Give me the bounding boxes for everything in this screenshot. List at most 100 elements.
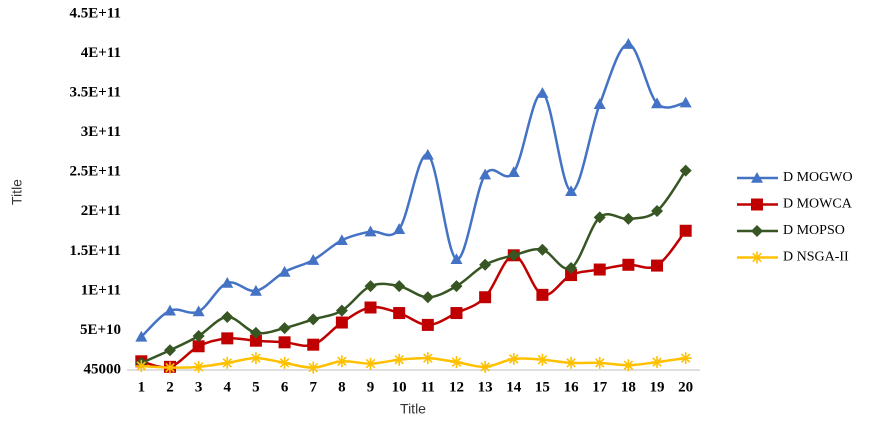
marker-stroke xyxy=(365,358,376,369)
y-tick-label: 5E+10 xyxy=(80,322,121,338)
marker xyxy=(751,225,763,237)
marker xyxy=(565,261,578,274)
y-tick-label: 1.5E+11 xyxy=(70,243,121,259)
marker xyxy=(450,280,463,293)
marker xyxy=(651,356,664,369)
marker xyxy=(507,166,520,178)
marker xyxy=(192,329,205,342)
y-tick-label: 3E+11 xyxy=(81,124,121,140)
y-tick-label: 2.5E+11 xyxy=(70,164,121,180)
x-axis-title: Title xyxy=(400,401,426,417)
marker xyxy=(479,360,492,373)
x-tick-label: 2 xyxy=(166,379,174,395)
marker-stroke xyxy=(752,252,762,263)
marker xyxy=(421,352,434,365)
marker xyxy=(593,98,606,109)
marker xyxy=(278,336,291,349)
marker-stroke xyxy=(279,358,290,368)
legend-label: D MOWCA xyxy=(783,197,853,212)
marker xyxy=(221,356,234,369)
marker xyxy=(135,330,148,342)
x-tick-label: 1 xyxy=(138,379,146,395)
y-tick-label: 1E+11 xyxy=(81,282,121,298)
marker xyxy=(278,356,291,369)
marker-stroke xyxy=(680,353,691,363)
marker xyxy=(479,168,492,180)
marker-stroke xyxy=(594,358,605,368)
legend-item: D MOGWO xyxy=(737,170,853,185)
marker xyxy=(536,87,549,98)
marker xyxy=(393,353,406,366)
marker xyxy=(565,356,578,369)
marker xyxy=(593,263,606,276)
marker xyxy=(192,340,205,353)
x-tick-label: 8 xyxy=(338,379,346,395)
marker xyxy=(622,212,635,225)
x-tick-label: 3 xyxy=(195,379,203,395)
marker xyxy=(364,280,377,293)
marker xyxy=(421,148,434,160)
marker xyxy=(393,307,406,320)
marker xyxy=(421,318,434,331)
marker xyxy=(679,96,692,108)
marker xyxy=(593,356,606,369)
marker xyxy=(278,265,291,277)
marker xyxy=(393,223,406,234)
marker-stroke xyxy=(451,357,462,367)
marker xyxy=(651,259,664,272)
marker xyxy=(335,316,348,329)
marker-stroke xyxy=(537,354,548,365)
marker xyxy=(335,355,348,368)
marker xyxy=(307,338,320,351)
x-tick-label: 15 xyxy=(535,379,550,395)
marker-stroke xyxy=(165,362,175,373)
marker xyxy=(335,234,348,246)
marker xyxy=(221,276,234,288)
marker-stroke xyxy=(222,358,233,368)
marker xyxy=(163,344,176,357)
y-tick-label: 45000 xyxy=(84,361,122,377)
marker xyxy=(221,310,234,323)
marker-stroke xyxy=(251,353,261,363)
marker xyxy=(249,334,262,347)
x-tick-label: 10 xyxy=(392,379,407,395)
x-tick-label: 11 xyxy=(421,379,435,395)
marker xyxy=(249,284,262,296)
marker xyxy=(249,352,262,365)
marker-stroke xyxy=(480,362,490,372)
marker-stroke xyxy=(394,354,404,365)
x-tick-label: 20 xyxy=(678,379,693,395)
marker xyxy=(622,38,635,49)
x-tick-label: 19 xyxy=(650,379,665,395)
marker xyxy=(479,291,492,304)
series-line xyxy=(141,229,687,369)
marker-stroke xyxy=(652,357,662,367)
marker xyxy=(450,253,463,265)
marker xyxy=(364,301,377,314)
marker xyxy=(507,352,520,365)
legend-item: D NSGA-II xyxy=(737,250,849,265)
marker xyxy=(421,291,434,304)
y-axis-title: Title xyxy=(9,179,25,205)
marker xyxy=(679,164,692,177)
marker-stroke xyxy=(509,354,519,364)
marker xyxy=(651,97,664,109)
x-tick-label: 18 xyxy=(621,379,636,395)
marker xyxy=(307,361,320,374)
y-tick-label: 4E+11 xyxy=(81,45,121,61)
x-tick-label: 14 xyxy=(506,379,522,395)
x-tick-label: 6 xyxy=(281,379,289,395)
marker xyxy=(536,243,549,256)
marker xyxy=(751,198,763,211)
marker xyxy=(479,258,492,271)
marker xyxy=(536,353,549,366)
x-tick-label: 7 xyxy=(309,379,317,395)
marker xyxy=(221,332,234,345)
legend-label: D NSGA-II xyxy=(783,250,849,265)
marker xyxy=(364,357,377,370)
marker xyxy=(393,280,406,293)
marker xyxy=(679,352,692,365)
marker xyxy=(536,288,549,301)
legend-label: D MOGWO xyxy=(783,170,853,185)
